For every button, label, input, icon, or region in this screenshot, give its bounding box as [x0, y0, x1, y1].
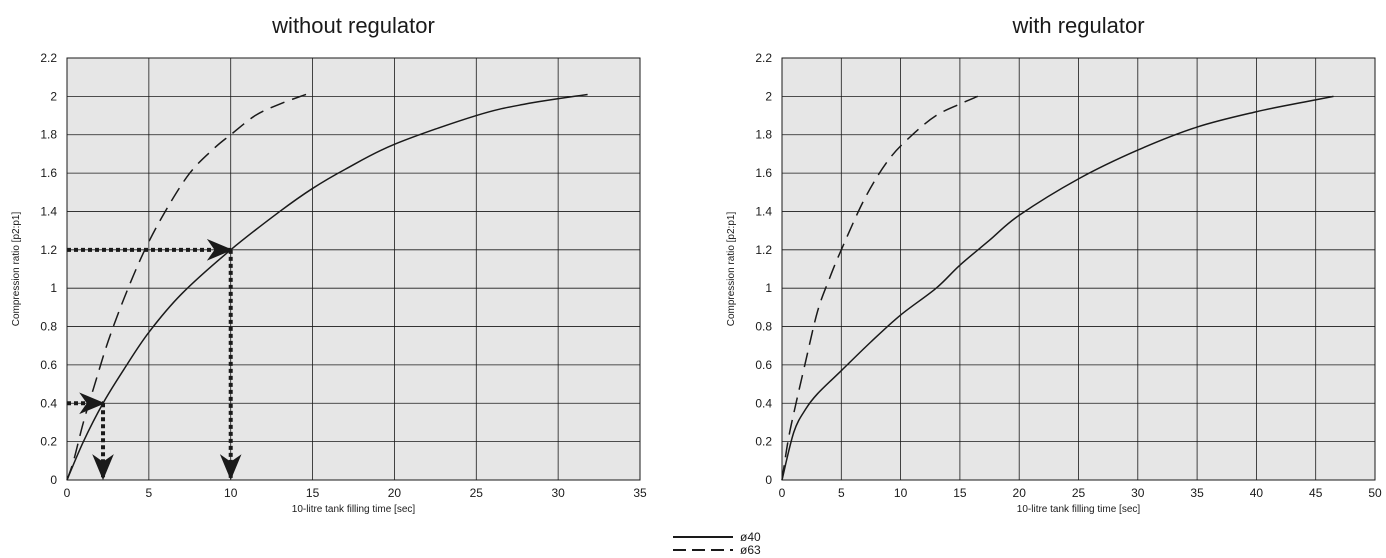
y-tick-label: 2.2	[755, 51, 772, 65]
x-tick-label: 25	[1072, 486, 1086, 500]
y-tick-label: 0.4	[755, 396, 772, 410]
x-axis-label: 10-litre tank filling time [sec]	[1017, 504, 1141, 515]
y-tick-label: 2	[50, 89, 57, 103]
y-tick-label: 1.4	[755, 204, 772, 218]
y-tick-label: 1	[50, 281, 57, 295]
x-tick-label: 10	[224, 486, 238, 500]
chart-panel-1: 0 5 10 15 20 25 30 35 0 0.2 0.4 0.6 0.8 1 1.2 1.4 1.6 1.8…	[11, 13, 647, 515]
x-tick-label: 20	[388, 486, 402, 500]
x-tick-label: 35	[1190, 486, 1204, 500]
y-tick-label: 0.4	[40, 396, 57, 410]
x-tick-label: 10	[894, 486, 908, 500]
x-tick-label: 0	[64, 486, 71, 500]
y-tick-label: 0.8	[755, 320, 772, 334]
series-line-o40	[781, 95, 1334, 481]
x-tick-label: 45	[1309, 486, 1323, 500]
legend-label: ø40	[740, 530, 761, 544]
y-tick-label: 0	[765, 473, 772, 487]
x-tick-label: 35	[633, 486, 647, 500]
plot-frame	[66, 57, 641, 481]
series-line-o63	[781, 95, 978, 481]
y-tick-label: 1	[765, 281, 772, 295]
x-tick-label: 30	[1131, 486, 1145, 500]
x-tick-label: 50	[1368, 486, 1382, 500]
plot-area	[67, 58, 640, 480]
x-tick-label: 20	[1013, 486, 1027, 500]
y-tick-label: 0	[50, 473, 57, 487]
x-tick-label: 25	[470, 486, 484, 500]
y-tick-label: 1.2	[755, 243, 772, 257]
y-tick-label: 1.6	[755, 166, 772, 180]
y-tick-label: 0.2	[755, 435, 772, 449]
annotation-arrow-2	[67, 238, 242, 481]
x-axis-label: 10-litre tank filling time [sec]	[292, 504, 416, 515]
plot-frame	[781, 57, 1376, 481]
x-tick-label: 40	[1250, 486, 1264, 500]
y-tick-label: 2	[765, 89, 772, 103]
y-tick-label: 1.8	[40, 128, 57, 142]
chart-title: without regulator	[271, 13, 435, 38]
y-axis-label: Compression ratio [p2:p1]	[726, 212, 737, 327]
legend-label: ø63	[740, 543, 761, 557]
x-tick-label: 15	[306, 486, 320, 500]
y-tick-label: 2.2	[40, 51, 57, 65]
y-axis-label: Compression ratio [p2:p1]	[11, 212, 22, 327]
y-tick-label: 1.8	[755, 128, 772, 142]
x-tick-label: 30	[551, 486, 565, 500]
x-tick-label: 15	[953, 486, 967, 500]
series-line-o40	[66, 93, 588, 481]
y-tick-label: 0.6	[40, 358, 57, 372]
annotation-arrow-1	[67, 392, 114, 481]
y-tick-label: 0.2	[40, 435, 57, 449]
x-tick-label: 5	[146, 486, 153, 500]
chart-title: with regulator	[1011, 13, 1144, 38]
y-tick-label: 1.6	[40, 166, 57, 180]
y-tick-label: 0.6	[755, 358, 772, 372]
y-tick-label: 1.4	[40, 204, 57, 218]
series-line-o63	[66, 93, 307, 481]
x-tick-label: 5	[838, 486, 845, 500]
y-tick-label: 0.8	[40, 320, 57, 334]
x-tick-label: 0	[779, 486, 786, 500]
y-tick-label: 1.2	[40, 243, 57, 257]
chart-panel-2: 0 5 10 15 20 25 30 35 40 45 50 0 0.2 0.4 0.6 0.8 1 1.2 1.4…	[726, 13, 1382, 515]
